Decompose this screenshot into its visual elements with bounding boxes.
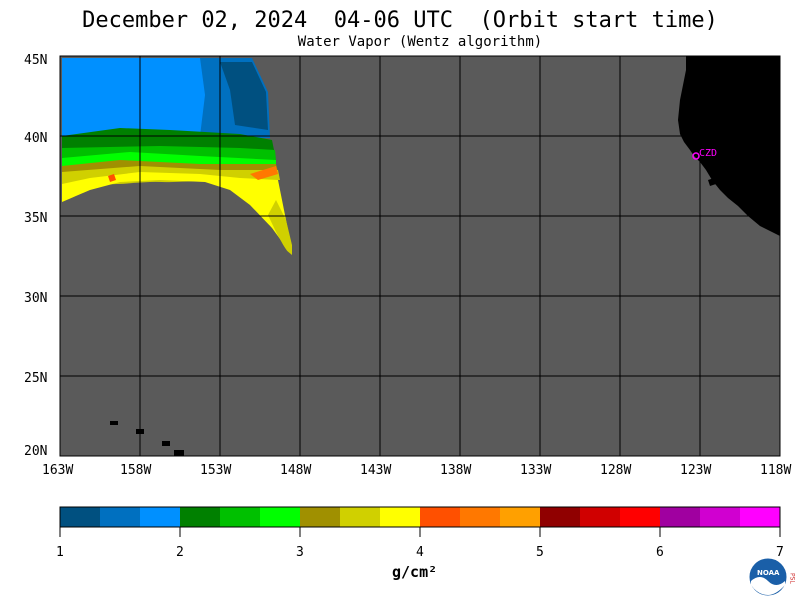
psl-logo-text: PSL xyxy=(789,573,796,584)
lon-label-133w: 133W xyxy=(520,463,551,478)
colorbar-ticks xyxy=(59,527,781,537)
swath-lower-edge xyxy=(62,181,292,300)
colorbar-swatch xyxy=(340,507,381,527)
colorbar-tick-label-5: 5 xyxy=(536,545,544,560)
colorbar-swatch xyxy=(700,507,741,527)
colorbar-tick-label-7: 7 xyxy=(776,545,784,560)
lat-label-30n: 30N xyxy=(24,291,47,306)
colorbar-swatch xyxy=(620,507,661,527)
colorbar-swatch xyxy=(540,507,581,527)
lon-label-128w: 128W xyxy=(600,463,631,478)
station-label: CZD xyxy=(699,148,717,159)
colorbar-swatch xyxy=(180,507,221,527)
noaa-logo-wave-icon xyxy=(751,577,785,595)
colorbar-tick-label-2: 2 xyxy=(176,545,184,560)
lat-label-25n: 25N xyxy=(24,371,47,386)
water-vapor-swath xyxy=(62,58,292,300)
lat-label-40n: 40N xyxy=(24,131,47,146)
noaa-logo: NOAA PSL xyxy=(748,557,796,597)
colorbar-swatch xyxy=(740,507,781,527)
lon-label-163w: 163W xyxy=(42,463,73,478)
swath-band-yellow xyxy=(62,172,292,254)
colorbar-swatch xyxy=(100,507,141,527)
swath-band-deep-blue xyxy=(220,62,268,130)
swath-band-light-blue xyxy=(62,58,205,136)
colorbar-tick-label-3: 3 xyxy=(296,545,304,560)
swath-band-yellow-edge xyxy=(268,200,292,255)
colorbar-swatch xyxy=(260,507,301,527)
map-frame xyxy=(59,55,781,457)
colorbar-units: g/cm² xyxy=(392,563,438,581)
lon-label-143w: 143W xyxy=(360,463,391,478)
colorbar-swatch xyxy=(60,507,101,527)
lon-label-123w: 123W xyxy=(680,463,711,478)
lon-label-158w: 158W xyxy=(120,463,151,478)
lon-label-153w: 153W xyxy=(200,463,231,478)
lat-label-35n: 35N xyxy=(24,211,47,226)
swath-band-dark-green xyxy=(62,128,274,152)
colorbar-swatch xyxy=(380,507,421,527)
colorbar-swatch xyxy=(300,507,341,527)
station-marker-icon xyxy=(692,152,700,160)
colorbar xyxy=(60,507,781,527)
lat-label-20n: 20N xyxy=(24,444,47,459)
swath-orange-patch xyxy=(250,166,278,180)
colorbar-swatch xyxy=(420,507,461,527)
colorbar-tick-label-1: 1 xyxy=(56,545,64,560)
colorbar-swatch xyxy=(580,507,621,527)
island-hawaii xyxy=(174,450,184,456)
land-channel-island xyxy=(708,178,716,186)
land-north-america xyxy=(678,56,780,236)
map-subtitle: Water Vapor (Wentz algorithm) xyxy=(297,34,543,50)
lat-label-45n: 45N xyxy=(24,53,47,68)
grid-lines xyxy=(60,56,780,456)
island-maui xyxy=(162,441,170,446)
colorbar-swatch xyxy=(140,507,181,527)
colorbar-tick-label-6: 6 xyxy=(656,545,664,560)
lon-label-118w: 118W xyxy=(760,463,791,478)
lon-label-148w: 148W xyxy=(280,463,311,478)
colorbar-tick-label-4: 4 xyxy=(416,545,424,560)
map-title: December 02, 2024 04-06 UTC (Orbit start… xyxy=(82,8,718,33)
colorbar-swatch xyxy=(460,507,501,527)
colorbar-swatch xyxy=(220,507,261,527)
island-kauai xyxy=(110,421,118,425)
swath-red-dots xyxy=(108,174,116,182)
lon-label-138w: 138W xyxy=(440,463,471,478)
colorbar-swatch xyxy=(660,507,701,527)
noaa-logo-text: NOAA xyxy=(757,569,780,577)
colorbar-swatch xyxy=(500,507,541,527)
